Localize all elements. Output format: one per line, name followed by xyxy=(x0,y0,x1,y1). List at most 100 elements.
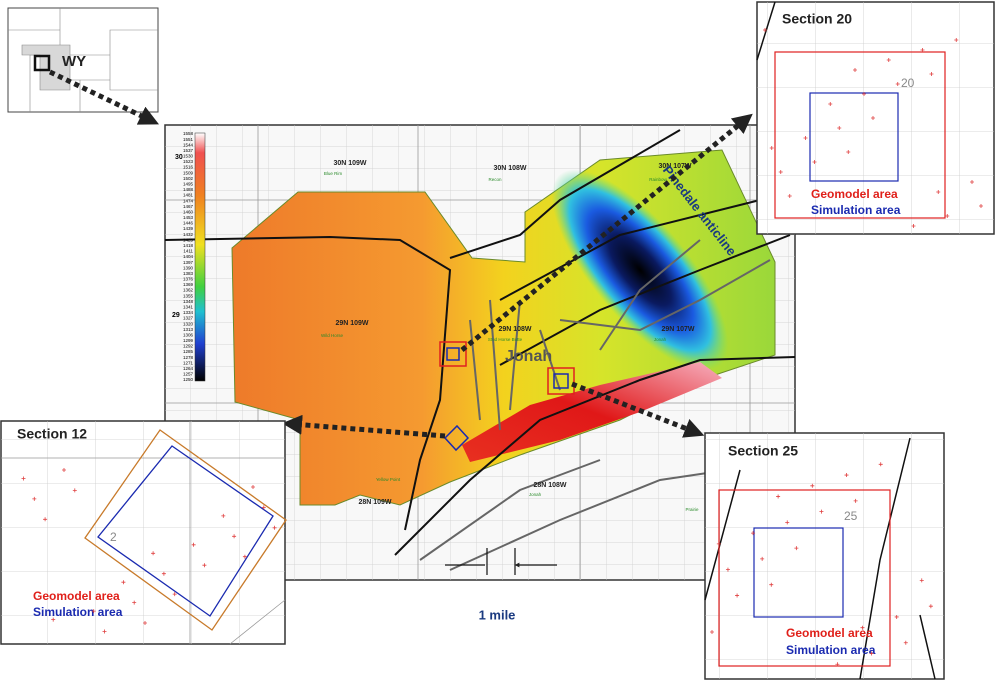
well xyxy=(272,525,277,530)
colorbar-label: 1383 xyxy=(183,271,194,276)
colorbar-label: 1523 xyxy=(183,159,194,164)
well xyxy=(794,546,799,551)
township: 28N 109W xyxy=(358,499,391,506)
well xyxy=(221,513,226,518)
colorbar-label: 1558 xyxy=(183,131,194,136)
colorbar-label: 1285 xyxy=(183,349,194,354)
well xyxy=(803,136,808,140)
colorbar-label: 1320 xyxy=(183,321,194,326)
inset-section-12: Section 12 2 Geomodel area Simulation ar… xyxy=(0,420,287,645)
well xyxy=(121,580,126,585)
well xyxy=(862,92,866,96)
well xyxy=(91,609,96,614)
well xyxy=(810,483,815,488)
well xyxy=(172,592,177,597)
colorbar-label: 1537 xyxy=(183,148,194,153)
colorbar-label: 1271 xyxy=(183,360,194,365)
place: Rainbow xyxy=(649,177,667,182)
township: 29N 109W xyxy=(335,320,368,327)
colorbar-label: 1355 xyxy=(183,293,194,298)
well xyxy=(954,38,959,42)
place: Stud Horse Butte xyxy=(488,337,523,342)
place: Jonah xyxy=(654,337,667,342)
colorbar-label: 1369 xyxy=(183,282,194,287)
well xyxy=(979,204,983,208)
well xyxy=(945,214,950,218)
colorbar-label: 1327 xyxy=(183,316,194,321)
well xyxy=(151,551,156,556)
well xyxy=(911,224,916,228)
colorbar-label: 1474 xyxy=(183,198,194,203)
well xyxy=(710,630,714,634)
legend-simulation: Simulation area xyxy=(811,203,901,217)
well xyxy=(846,150,851,154)
township: 30N 107W xyxy=(658,163,691,170)
township: 30N 109W xyxy=(333,160,366,167)
section-number: 20 xyxy=(901,76,915,90)
well xyxy=(232,534,237,539)
place: Blue Rim xyxy=(324,171,343,176)
colorbar-label: 1495 xyxy=(183,182,194,187)
colorbar-label: 1453 xyxy=(183,215,194,220)
well xyxy=(51,617,56,622)
state-map: WY xyxy=(7,7,159,113)
inset-title: Section 12 xyxy=(17,426,87,442)
well xyxy=(895,82,900,86)
place: Jonah xyxy=(529,492,542,497)
well xyxy=(776,494,781,499)
inset-title: Section 20 xyxy=(782,11,852,27)
colorbar-label: 1439 xyxy=(183,226,194,231)
connectors xyxy=(48,69,753,439)
well xyxy=(787,194,792,198)
well xyxy=(878,462,883,467)
colorbar-label: 1362 xyxy=(183,288,194,293)
well xyxy=(853,68,857,72)
scale-bar: 1 mile xyxy=(445,548,557,622)
colorbar-label: 1264 xyxy=(183,366,194,371)
well xyxy=(886,58,891,62)
legend-geomodel: Geomodel area xyxy=(33,589,120,603)
legend-geomodel: Geomodel area xyxy=(811,187,898,201)
well xyxy=(785,520,790,525)
colorbar-label: 1530 xyxy=(183,154,194,159)
well xyxy=(261,505,266,510)
legend-simulation: Simulation area xyxy=(786,643,876,657)
colorbar-label: 1292 xyxy=(183,344,194,349)
well xyxy=(161,571,166,576)
well xyxy=(936,190,941,194)
place: Wild Horse xyxy=(321,333,344,338)
well xyxy=(43,517,48,522)
township: 30N 108W xyxy=(493,165,526,172)
colorbar-label: 1313 xyxy=(183,327,194,332)
state-label: WY xyxy=(62,53,86,70)
colorbar-label: 1250 xyxy=(183,377,194,382)
well xyxy=(202,563,207,568)
colorbar-label: 1376 xyxy=(183,277,194,282)
colorbar-label: 1299 xyxy=(183,338,194,343)
well xyxy=(251,485,255,489)
legend-simulation: Simulation area xyxy=(33,605,123,619)
well xyxy=(819,509,824,514)
well xyxy=(828,102,833,106)
colorbar-label: 1432 xyxy=(183,232,194,237)
well xyxy=(929,72,934,76)
well xyxy=(835,662,840,667)
colorbar-label: 1390 xyxy=(183,265,194,270)
well xyxy=(751,531,756,536)
scale-label: 1 mile xyxy=(479,607,516,622)
well xyxy=(853,498,858,503)
township: 29N 107W xyxy=(661,326,694,333)
colorbar-label: 1544 xyxy=(183,142,194,147)
colorbar-label: 1488 xyxy=(183,187,194,192)
township: 28N 108W xyxy=(533,482,566,489)
well xyxy=(143,621,147,625)
well xyxy=(812,160,817,164)
colorbar-label: 1257 xyxy=(183,372,194,377)
inset-section-20: Section 20 20 Geomodel area Simulation a… xyxy=(756,1,995,235)
well xyxy=(837,126,842,130)
well xyxy=(778,170,783,174)
well xyxy=(871,116,875,120)
colorbar-label: 1502 xyxy=(183,176,194,181)
section-number: 2 xyxy=(110,530,117,544)
